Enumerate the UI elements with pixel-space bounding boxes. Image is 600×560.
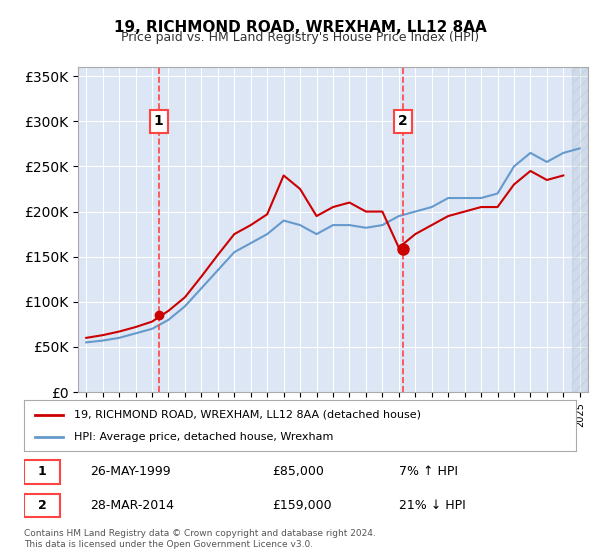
Text: 28-MAR-2014: 28-MAR-2014 [90, 499, 174, 512]
Text: HPI: Average price, detached house, Wrexham: HPI: Average price, detached house, Wrex… [74, 432, 333, 442]
Text: 1: 1 [38, 465, 47, 478]
Text: 19, RICHMOND ROAD, WREXHAM, LL12 8AA (detached house): 19, RICHMOND ROAD, WREXHAM, LL12 8AA (de… [74, 409, 421, 419]
Text: 1: 1 [154, 114, 163, 128]
Bar [572, 67, 588, 392]
Text: 7% ↑ HPI: 7% ↑ HPI [400, 465, 458, 478]
Text: 2: 2 [38, 499, 47, 512]
Text: £159,000: £159,000 [272, 499, 332, 512]
Text: Contains HM Land Registry data © Crown copyright and database right 2024.
This d: Contains HM Land Registry data © Crown c… [24, 529, 376, 549]
Text: 2: 2 [398, 114, 408, 128]
Text: £85,000: £85,000 [272, 465, 324, 478]
FancyBboxPatch shape [24, 493, 60, 517]
Text: 19, RICHMOND ROAD, WREXHAM, LL12 8AA: 19, RICHMOND ROAD, WREXHAM, LL12 8AA [113, 20, 487, 35]
FancyBboxPatch shape [24, 460, 60, 484]
Text: Price paid vs. HM Land Registry's House Price Index (HPI): Price paid vs. HM Land Registry's House … [121, 31, 479, 44]
Text: 21% ↓ HPI: 21% ↓ HPI [400, 499, 466, 512]
Text: 26-MAY-1999: 26-MAY-1999 [90, 465, 171, 478]
